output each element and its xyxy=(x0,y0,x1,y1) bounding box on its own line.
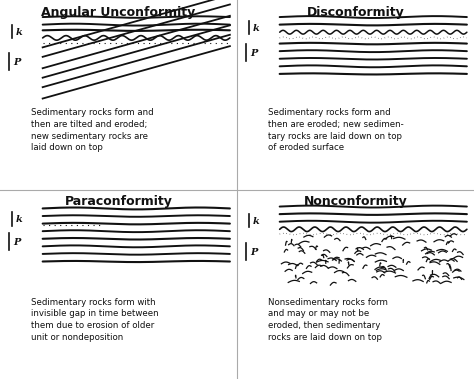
Text: Sedimentary rocks form with
invisible gap in time between
them due to erosion of: Sedimentary rocks form with invisible ga… xyxy=(31,298,158,342)
Text: Paraconformity: Paraconformity xyxy=(64,195,173,208)
Text: k: k xyxy=(253,217,259,226)
Text: Sedimentary rocks form and
then are eroded; new sedimen-
tary rocks are laid dow: Sedimentary rocks form and then are erod… xyxy=(268,108,403,152)
Text: Sedimentary rocks form and
then are tilted and eroded;
new sedimentary rocks are: Sedimentary rocks form and then are tilt… xyxy=(31,108,154,152)
Text: Angular Unconformity: Angular Unconformity xyxy=(41,6,196,19)
Text: k: k xyxy=(16,28,22,37)
Text: k: k xyxy=(16,215,22,224)
Text: Nonconformity: Nonconformity xyxy=(304,195,407,208)
Text: k: k xyxy=(253,24,259,33)
Text: P: P xyxy=(250,247,257,257)
Text: P: P xyxy=(13,238,20,247)
Text: P: P xyxy=(250,49,257,58)
Text: Nonsedimentary rocks form
and may or may not be
eroded, then sedimentary
rocks a: Nonsedimentary rocks form and may or may… xyxy=(268,298,388,342)
Text: Disconformity: Disconformity xyxy=(307,6,404,19)
Text: P: P xyxy=(13,58,20,67)
